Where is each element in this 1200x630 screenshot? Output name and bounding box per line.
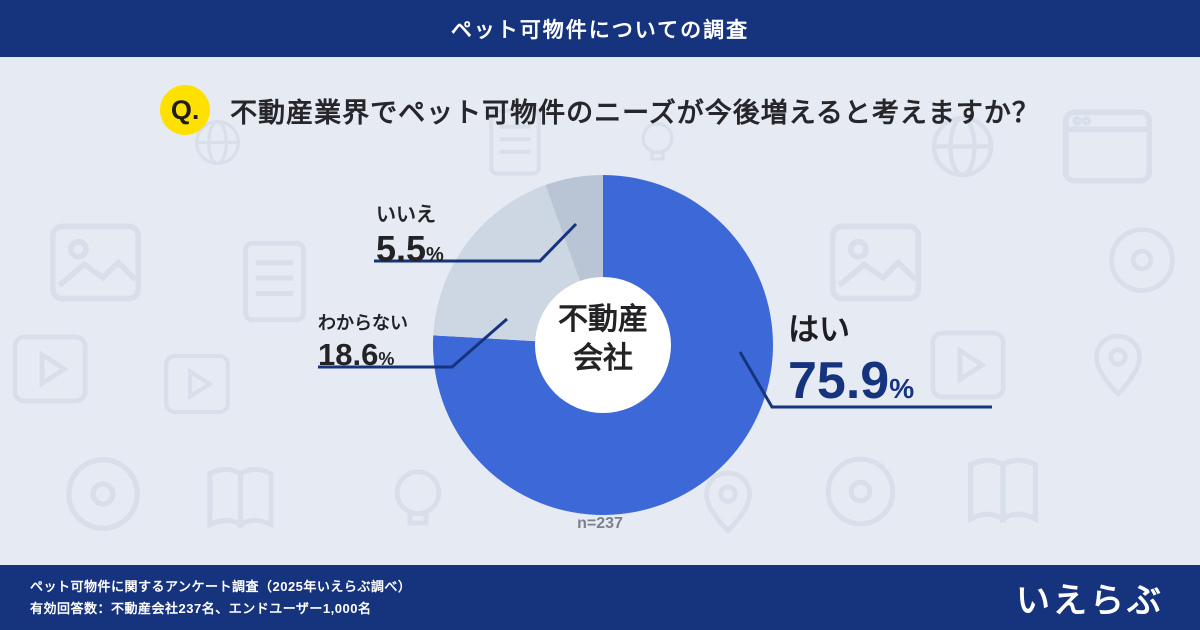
center-label-line2: 会社 xyxy=(573,342,633,375)
footer-line1: ペット可物件に関するアンケート調査（2025年いえらぶ調べ） xyxy=(30,579,412,595)
callout-line-no xyxy=(374,222,578,263)
label-unknown-name: わからない xyxy=(318,313,408,333)
label-yes-name: はい xyxy=(788,312,850,347)
callout-line-yes xyxy=(738,351,992,409)
question-row: Q. 不動産業界でペット可物件のニーズが今後増えると考えますか？ xyxy=(0,85,1200,135)
header-bar: ペット可物件についての調査 xyxy=(0,0,1200,57)
donut-hole xyxy=(535,277,671,413)
label-yes-value: 75.9 xyxy=(788,352,890,410)
label-yes: はい 75.9% xyxy=(788,304,914,411)
footer-notes: ペット可物件に関するアンケート調査（2025年いえらぶ調べ） 有効回答数：不動産… xyxy=(30,576,411,619)
question-text: 不動産業界でペット可物件のニーズが今後増えると考えますか？ xyxy=(230,97,1040,128)
chart-center-label: 不動産 会社 xyxy=(523,300,683,378)
sample-size: n=237 xyxy=(577,515,623,532)
label-unknown: わからない 18.6% xyxy=(318,309,408,373)
donut-chart xyxy=(318,175,992,515)
brand-logo: いえらぶ xyxy=(1016,582,1164,620)
label-no-unit: % xyxy=(426,244,444,266)
label-no-name: いいえ xyxy=(376,204,436,226)
label-unknown-unit: % xyxy=(378,349,395,369)
center-label-line1: 不動産 xyxy=(558,303,648,336)
label-no: いいえ 5.5% xyxy=(376,198,444,270)
callout-line-unknown xyxy=(318,317,508,369)
label-no-value: 5.5 xyxy=(376,228,427,269)
question-badge: Q. xyxy=(160,85,211,135)
footer-bar: ペット可物件に関するアンケート調査（2025年いえらぶ調べ） 有効回答数：不動産… xyxy=(0,565,1200,630)
footer-line2: 有効回答数：不動産会社237名、エンドユーザー1,000名 xyxy=(30,600,372,616)
question-badge-label: Q. xyxy=(170,94,200,125)
label-unknown-value: 18.6 xyxy=(318,337,379,372)
page-title: ペット可物件についての調査 xyxy=(450,18,750,42)
main-area: Q. 不動産業界でペット可物件のニーズが今後増えると考えますか？ 不動産 会社 … xyxy=(0,57,1200,565)
label-yes-unit: % xyxy=(889,373,915,404)
